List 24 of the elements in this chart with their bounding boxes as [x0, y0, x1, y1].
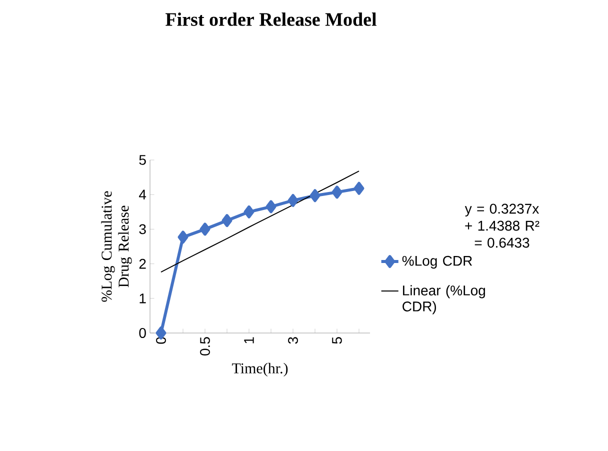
point	[222, 214, 232, 228]
point	[310, 189, 320, 202]
point	[244, 205, 254, 218]
y-tick-label: 1	[140, 294, 146, 304]
x-tick-label: 5	[332, 337, 342, 344]
x-tick-label: 1	[244, 337, 254, 344]
point	[332, 186, 342, 199]
y-axis-title: %Log Cumulative Drug Release	[101, 191, 132, 302]
x-axis-title: Time(hr.)	[232, 362, 288, 376]
y-tick-label: 2	[139, 258, 146, 269]
y-tick-label: 3	[139, 224, 146, 234]
chart-title: First order Release Model	[166, 12, 376, 26]
x-tick-label: 3	[288, 337, 298, 344]
text: y = 0.3237x + 1.4388 R² = 0.6433	[464, 204, 540, 248]
point	[354, 182, 364, 195]
point	[200, 222, 210, 236]
point	[178, 230, 188, 244]
y-tick-label: 5	[139, 155, 146, 165]
legend-label: Linear (%Log CDR)	[402, 285, 486, 314]
y-tick-label: 4	[138, 190, 146, 200]
x-tick-label: 0.5	[200, 337, 210, 356]
point	[266, 200, 276, 214]
point	[288, 194, 298, 207]
legend-label: %Log CDR	[402, 256, 472, 269]
